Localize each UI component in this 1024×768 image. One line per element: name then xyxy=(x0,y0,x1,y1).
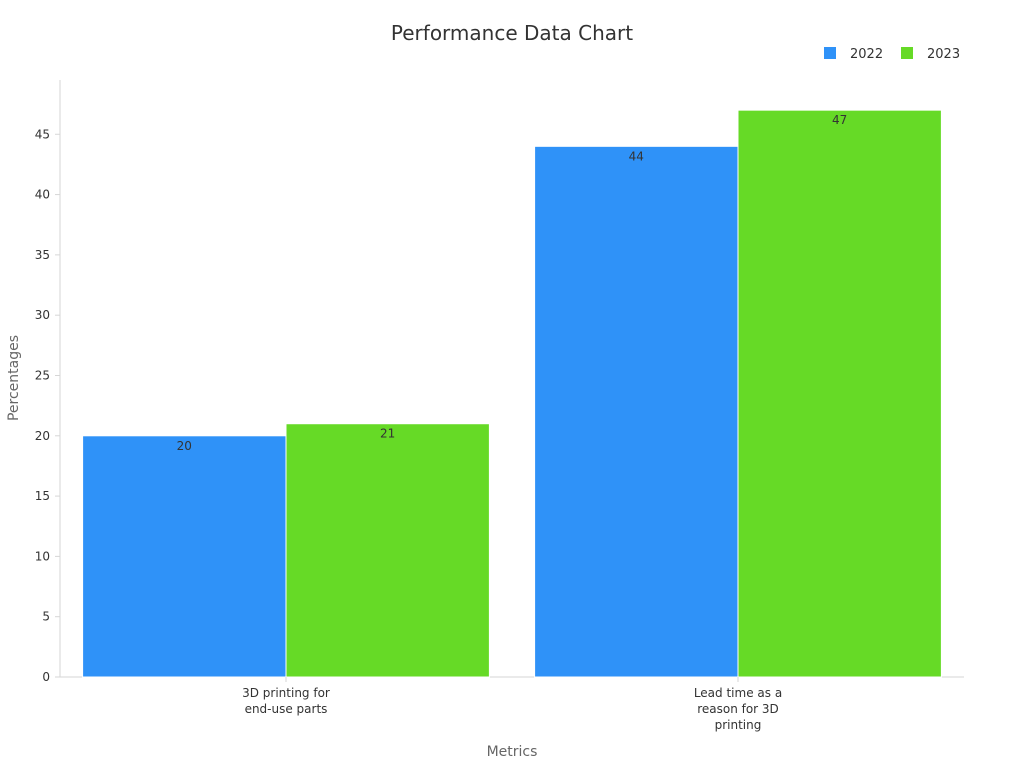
legend-label-2023: 2023 xyxy=(927,47,960,62)
y-tick-label: 30 xyxy=(35,308,50,322)
legend-swatch-2022 xyxy=(824,47,836,59)
y-tick-label: 40 xyxy=(35,188,50,202)
bar-2023-0 xyxy=(285,423,490,678)
y-tick-label: 45 xyxy=(35,127,50,141)
y-tick-label: 0 xyxy=(42,670,50,684)
y-tick-label: 20 xyxy=(35,429,50,443)
x-category-label: Lead time as a reason for 3D printing xyxy=(694,686,782,732)
chart-title: Performance Data Chart xyxy=(391,21,633,45)
legend-swatch-2023 xyxy=(901,47,913,59)
data-labels: 20 21 44 47 xyxy=(177,113,848,453)
y-axis-ticks: 0 5 10 15 20 25 30 35 40 45 xyxy=(35,127,60,684)
y-tick-label: 35 xyxy=(35,248,50,262)
y-tick-label: 25 xyxy=(35,368,50,382)
legend: 2022 2023 xyxy=(824,47,960,62)
x-axis-category-labels: 3D printing for end-use parts Lead time as… xyxy=(242,677,782,732)
bars xyxy=(82,109,942,678)
data-label-2022-1: 44 xyxy=(629,149,644,163)
legend-label-2022: 2022 xyxy=(850,47,883,62)
bar-2022-0 xyxy=(82,435,287,678)
data-label-2022-0: 20 xyxy=(177,439,192,453)
bar-2022-1 xyxy=(534,145,739,678)
data-label-2023-0: 21 xyxy=(380,427,395,441)
y-axis-title: Percentages xyxy=(6,335,22,421)
bar-2023-1 xyxy=(737,109,942,678)
data-label-2023-1: 47 xyxy=(832,113,847,127)
y-tick-label: 5 xyxy=(42,610,50,624)
y-tick-label: 15 xyxy=(35,489,50,503)
x-category-label: 3D printing for end-use parts xyxy=(242,686,330,716)
x-axis-title: Metrics xyxy=(487,744,538,760)
y-tick-label: 10 xyxy=(35,549,50,563)
